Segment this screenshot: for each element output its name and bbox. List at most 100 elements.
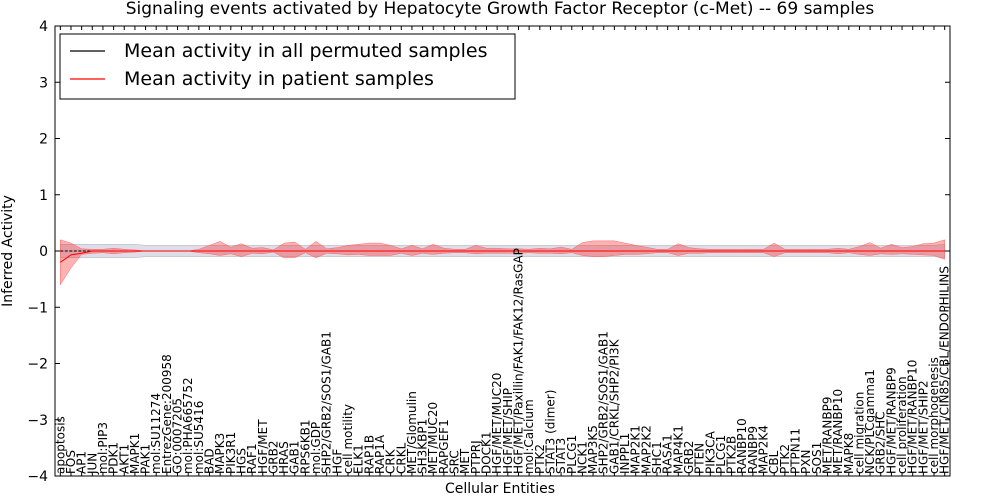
x-tick-label: PLCG1 [714,435,728,474]
x-tick-label: FOS [64,450,78,474]
x-tick-label: HGS [234,448,248,474]
confidence-bands [60,239,945,286]
x-tick-label: SHC1 [650,441,664,474]
x-tick-label: PIK3R1 [224,432,238,474]
x-tick-label: GO:0007205 [171,398,185,474]
x-tick-label: mol:PHA665752 [181,377,195,474]
legend-box [59,33,516,100]
x-tick-label: MAP4K1 [671,425,685,474]
x-tick-label: cell motility [341,404,355,474]
y-tick-label: 2 [39,132,48,148]
x-tick-label: MAP3K5 [586,425,600,474]
x-tick-label: mol:SU5416 [192,401,206,474]
y-tick-label: 4 [39,19,48,35]
x-tick-label: NCK1 [575,441,589,474]
x-tick-label: HGF/MET/SHIP2 [916,380,930,474]
x-tick-label: SRC [448,450,462,474]
x-tick-label: PDK1 [107,442,121,474]
x-tick-label: GRB2/SHC [874,411,888,474]
x-tick-label: DOCK1 [480,431,494,474]
y-tick-label: 1 [39,188,48,204]
x-tick-label: SHP2/GRB2/SOS1/GAB1 [320,331,334,474]
x-axis: apoptosisFOSAP1JUNmol:PIP3PDK1AKT1MAPK1P… [53,26,952,476]
x-tick-label: HGF/MET [256,419,270,474]
legend: Mean activity in all permuted samples Me… [59,33,516,100]
x-tick-label: RANBP10 [735,418,749,474]
x-tick-label: SH3KBP1 [416,419,430,474]
x-axis-label: Cellular Entities [445,481,555,497]
x-tick-label: MAPK3 [213,433,227,474]
legend-label-patient: Mean activity in patient samples [124,68,434,90]
plot-frame [54,25,951,477]
y-tick-label: −4 [27,469,48,485]
x-tick-label: HGF/MET/CIN85/CBL/ENDOPHILINS [938,266,952,474]
y-tick-label: −1 [27,300,48,316]
x-tick-label: AKT1 [117,444,131,474]
x-tick-label: cell proliferation [895,376,909,474]
x-tick-label: CBL [767,450,781,474]
x-tick-label: AP1 [75,451,89,474]
x-tick-label: PTK2 [778,444,792,474]
x-tick-label: JUN [85,453,99,475]
line-patient-samples [60,250,945,263]
x-tick-label: HRAS [277,441,291,474]
x-tick-label: STAT3 (dimer) [543,390,557,474]
x-tick-label: RPS6KB1 [298,419,312,474]
x-tick-label: cell migration [852,392,866,474]
x-tick-label: GAB1 [288,441,302,474]
x-tick-label: MAPK8 [842,433,856,474]
legend-label-permuted: Mean activity in all permuted samples [124,40,487,62]
x-tick-label: MAP2K2 [639,425,653,474]
x-tick-label: MAP2K1 [629,425,643,474]
x-tick-label: HGF/MET/RANBP10 [906,360,920,474]
x-tick-label: MAPK1 [128,433,142,474]
x-tick-label: ELK1 [352,444,366,474]
x-tick-label: mol:SU11274 [149,393,163,474]
x-tick-label: HGF/MET/RANBP9 [884,367,898,474]
x-tick-label: PLCG1 [565,435,579,474]
x-tick-label: HGF/MET/Paxillin/FAK1/FAK12/RasGAP [511,248,525,474]
y-axis: −4 −3 −2 −1 0 1 2 3 4 [27,19,950,485]
x-tick-label: CRKL [394,442,408,474]
x-tick-label: PTEN [693,443,707,474]
x-tick-label: MET/MUC20 [426,402,440,474]
x-tick-label: RAP1A [373,434,387,474]
x-tick-label: RAP1B [362,435,376,474]
x-tick-label: HGF [330,449,344,474]
x-tick-label: HGF/MET/MUC20 [490,373,504,474]
x-tick-label: PTPN11 [789,428,803,474]
x-tick-label: EntrezGene:200958 [160,354,174,474]
x-tick-label: SHP2/GRB2/SOS1/GAB1 [597,331,611,474]
x-tick-label: HGF/MET/SHIP [501,388,515,474]
x-tick-label: mol:Calcium [522,399,536,474]
x-tick-label: GAB1/CRKL/SHP2/PI3K [607,338,621,474]
y-tick-label: −2 [27,357,48,373]
x-tick-label: PTPRJ [469,440,483,474]
x-tick-label: PTK2 [533,444,547,474]
x-tick-label: INPPL1 [618,433,632,474]
x-tick-label: MET [458,448,472,474]
x-tick-label: NCK/PLCgamma1 [863,369,877,474]
x-tick-label: MET/Glomulin [405,391,419,474]
y-tick-label: 3 [39,75,48,91]
x-tick-label: PAK1 [139,444,153,474]
x-tick-label: RAF1 [245,443,259,474]
x-tick-label: GRB2 [682,440,696,474]
x-tick-label: BAD [202,448,216,474]
x-tick-label: mol:PIP3 [96,422,110,474]
x-tick-label: mol:GDP [309,422,323,474]
x-tick-label: CRK [384,448,398,474]
x-tick-label: STAT3 [554,438,568,474]
y-tick-label: −3 [27,413,48,429]
x-tick-label: apoptosis [53,416,67,474]
x-tick-label: MET/RANBP9 [820,397,834,474]
x-tick-label: SOS1 [810,442,824,474]
chart-title: Signaling events activated by Hepatocyte… [126,0,875,19]
x-tick-label: MET/RANBP10 [831,389,845,474]
x-tick-label: MAP2K4 [757,425,771,474]
x-tick-label: GRB2 [266,440,280,474]
x-tick-label: RAPGEF1 [437,419,451,474]
y-tick-label: 0 [39,244,48,260]
x-tick-label: PTK2B [725,436,739,474]
x-tick-label: RANBP9 [746,426,760,474]
